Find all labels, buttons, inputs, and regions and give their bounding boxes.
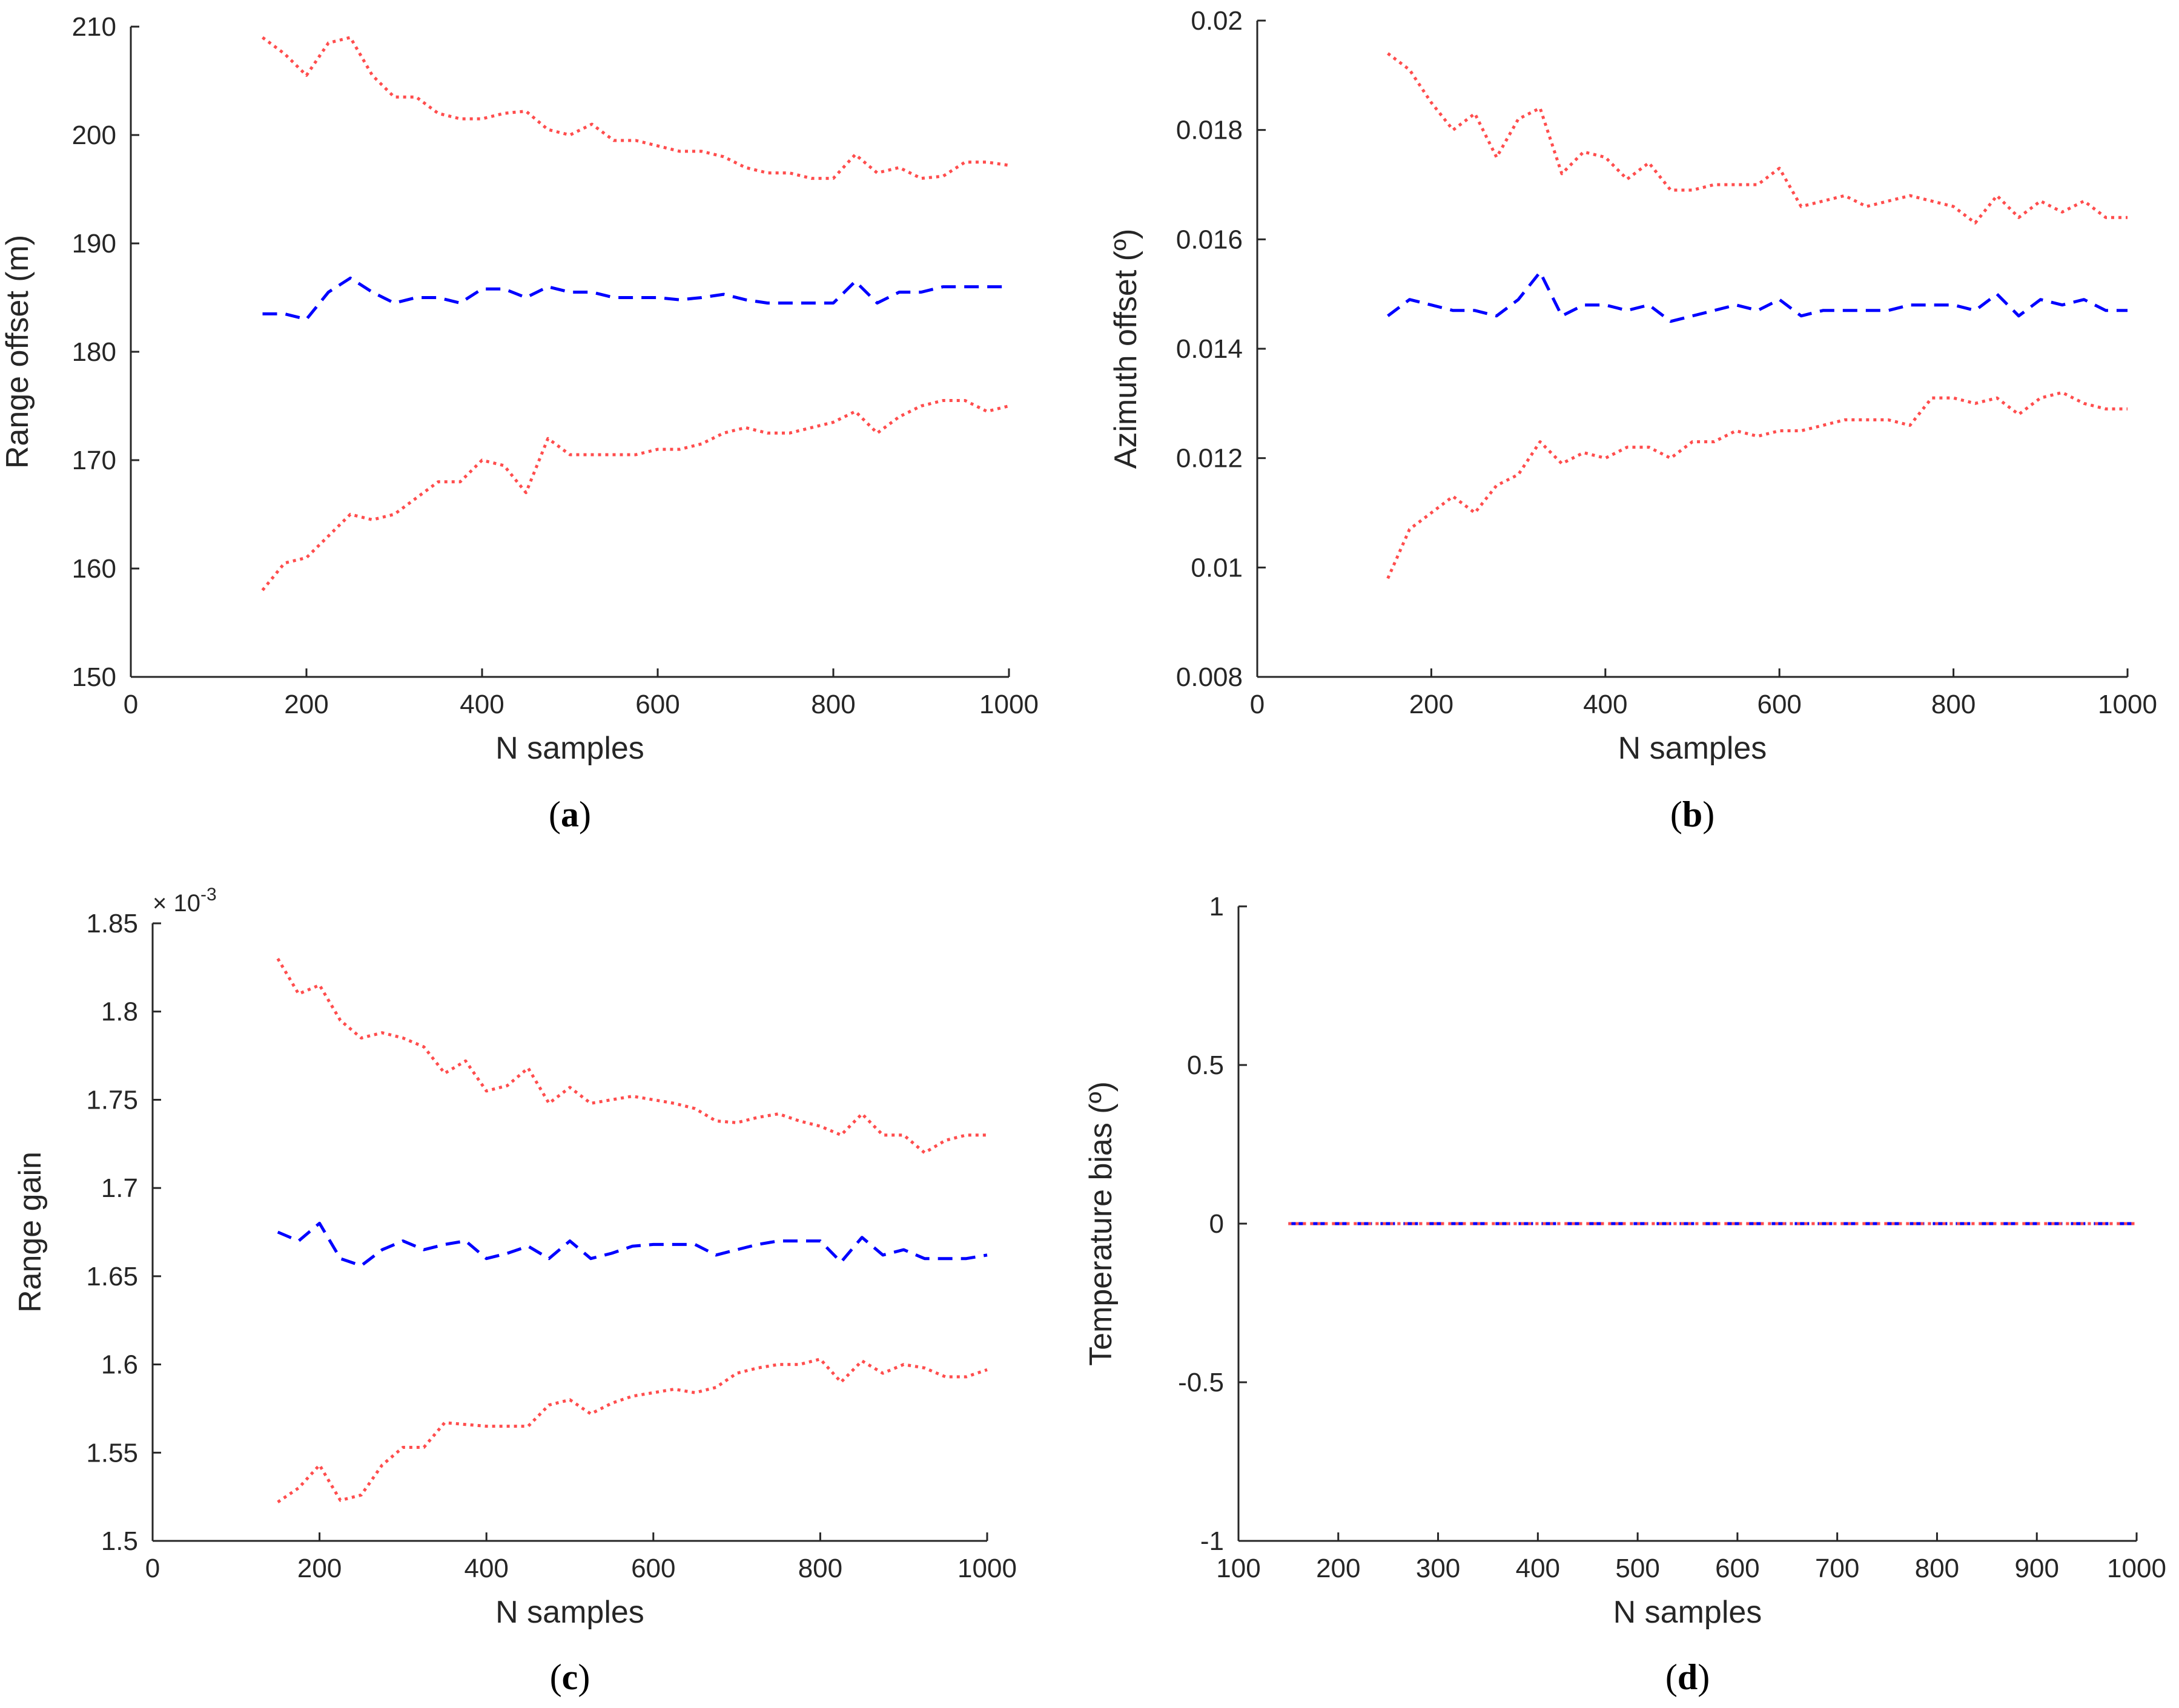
multiplier-base: × 10 (153, 890, 200, 917)
y-tick-label: 0.016 (1176, 225, 1243, 254)
x-tick-label: 800 (811, 690, 855, 719)
y-tick-label: 0 (1209, 1209, 1224, 1239)
chart-panel-d: 100 200 300 400 500 600 700 800 900 1000 -1 -0.5 0 0.… (1083, 892, 2166, 1697)
series-line-upper-bound (1387, 52, 2128, 225)
panel-caption-letter: b (1682, 794, 1702, 834)
y-tick-label: 0.014 (1176, 334, 1243, 364)
y-tick-label: 1.7 (101, 1173, 138, 1203)
series-line-lower-bound (261, 399, 1010, 592)
y-tick-label: 0.008 (1176, 662, 1243, 692)
y-tick-label: 0.01 (1191, 553, 1243, 582)
panel-caption-letter: a (561, 794, 579, 834)
panel-caption-letter: c (562, 1657, 578, 1697)
series-line-lower-bound (1386, 391, 2128, 579)
y-tick-label: 1.85 (86, 909, 138, 938)
panel-caption: (a) (549, 794, 591, 834)
y-tick-label: 0.012 (1176, 444, 1243, 473)
series-line-upper-bound (276, 958, 987, 1155)
y-tick-label: 0.018 (1176, 116, 1243, 145)
x-axis-label: N samples (495, 731, 644, 766)
x-tick-label: 700 (1815, 1554, 1859, 1583)
x-axis-label: N samples (1613, 1595, 1762, 1630)
y-tick-label: 1.6 (101, 1350, 138, 1380)
y-tick-label: 1.5 (101, 1526, 138, 1556)
x-tick-label: 600 (631, 1554, 675, 1583)
series-line-mean (277, 1221, 988, 1267)
y-tick-label: 170 (72, 446, 116, 475)
y-tick-label: 1 (1209, 892, 1224, 922)
y-tick-label: 0.5 (1187, 1050, 1224, 1080)
x-axis-label: N samples (1618, 731, 1767, 766)
panel-caption: (c) (550, 1657, 590, 1697)
x-tick-label: 0 (1250, 690, 1265, 719)
series-line-mean (262, 276, 1009, 321)
x-tick-label: 100 (1216, 1554, 1260, 1583)
x-tick-label: 1000 (979, 690, 1039, 719)
y-tick-label: 210 (72, 12, 116, 42)
x-tick-label: 800 (798, 1554, 842, 1583)
x-tick-label: 200 (297, 1554, 342, 1583)
y-tick-label: 200 (72, 120, 116, 150)
y-tick-label: -1 (1200, 1526, 1224, 1556)
y-axis-label: Range offset (m) (0, 235, 35, 469)
y-tick-label: 190 (72, 229, 116, 259)
y-tick-label: 1.8 (101, 997, 138, 1027)
y-tick-label: 180 (72, 337, 116, 367)
y-tick-label: 150 (72, 662, 116, 692)
x-tick-label: 1000 (2107, 1554, 2166, 1583)
x-tick-label: 400 (460, 690, 504, 719)
x-tick-label: 400 (464, 1554, 508, 1583)
x-tick-label: 0 (124, 690, 138, 719)
y-axis-label: Range gain (13, 1152, 48, 1313)
y-axis-multiplier: × 10-3 (153, 885, 217, 917)
y-tick-label: 1.55 (86, 1438, 138, 1468)
y-axis-label: Azimuth offset (º) (1108, 229, 1143, 469)
x-tick-label: 0 (145, 1554, 160, 1583)
panel-caption: (b) (1670, 794, 1714, 834)
x-tick-label: 1000 (957, 1554, 1017, 1583)
x-axis-label: N samples (495, 1595, 644, 1630)
x-tick-label: 200 (284, 690, 328, 719)
x-tick-label: 800 (1915, 1554, 1959, 1583)
series-line-mean (1387, 271, 2128, 323)
x-tick-label: 600 (1757, 690, 1801, 719)
x-tick-label: 200 (1316, 1554, 1360, 1583)
y-tick-label: 160 (72, 554, 116, 584)
chart-panel-a: 0 200 400 600 800 1000 150 160 170 180 190 200 210 N … (0, 12, 1039, 834)
chart-panel-b: 0 200 400 600 800 1000 0.008 0.01 0.012 0.014 0.01… (1108, 6, 2157, 834)
x-tick-label: 400 (1516, 1554, 1560, 1583)
y-tick-label: 1.75 (86, 1085, 138, 1115)
panel-caption: (d) (1665, 1657, 1710, 1697)
series-line-lower-bound (277, 1357, 988, 1503)
x-tick-label: 600 (635, 690, 679, 719)
x-tick-label: 400 (1583, 690, 1627, 719)
x-tick-label: 600 (1715, 1554, 1759, 1583)
chart-panel-c: 0 200 400 600 800 1000 1.5 1.55 1.6 1.65 1.7 1.75 1.… (13, 885, 1017, 1697)
y-tick-label: 1.65 (86, 1262, 138, 1291)
y-tick-label: -0.5 (1178, 1368, 1224, 1397)
x-tick-label: 200 (1409, 690, 1453, 719)
y-tick-label: 0.02 (1191, 6, 1243, 36)
multiplier-exponent: -3 (200, 885, 217, 905)
x-tick-label: 500 (1615, 1554, 1659, 1583)
x-tick-label: 1000 (2098, 690, 2157, 719)
y-axis-label: Temperature bias (º) (1083, 1081, 1119, 1366)
x-tick-label: 300 (1416, 1554, 1460, 1583)
x-tick-label: 900 (2015, 1554, 2059, 1583)
panel-caption-letter: d (1678, 1657, 1698, 1697)
x-tick-label: 800 (1931, 690, 1976, 719)
series-line-upper-bound (262, 36, 1010, 180)
